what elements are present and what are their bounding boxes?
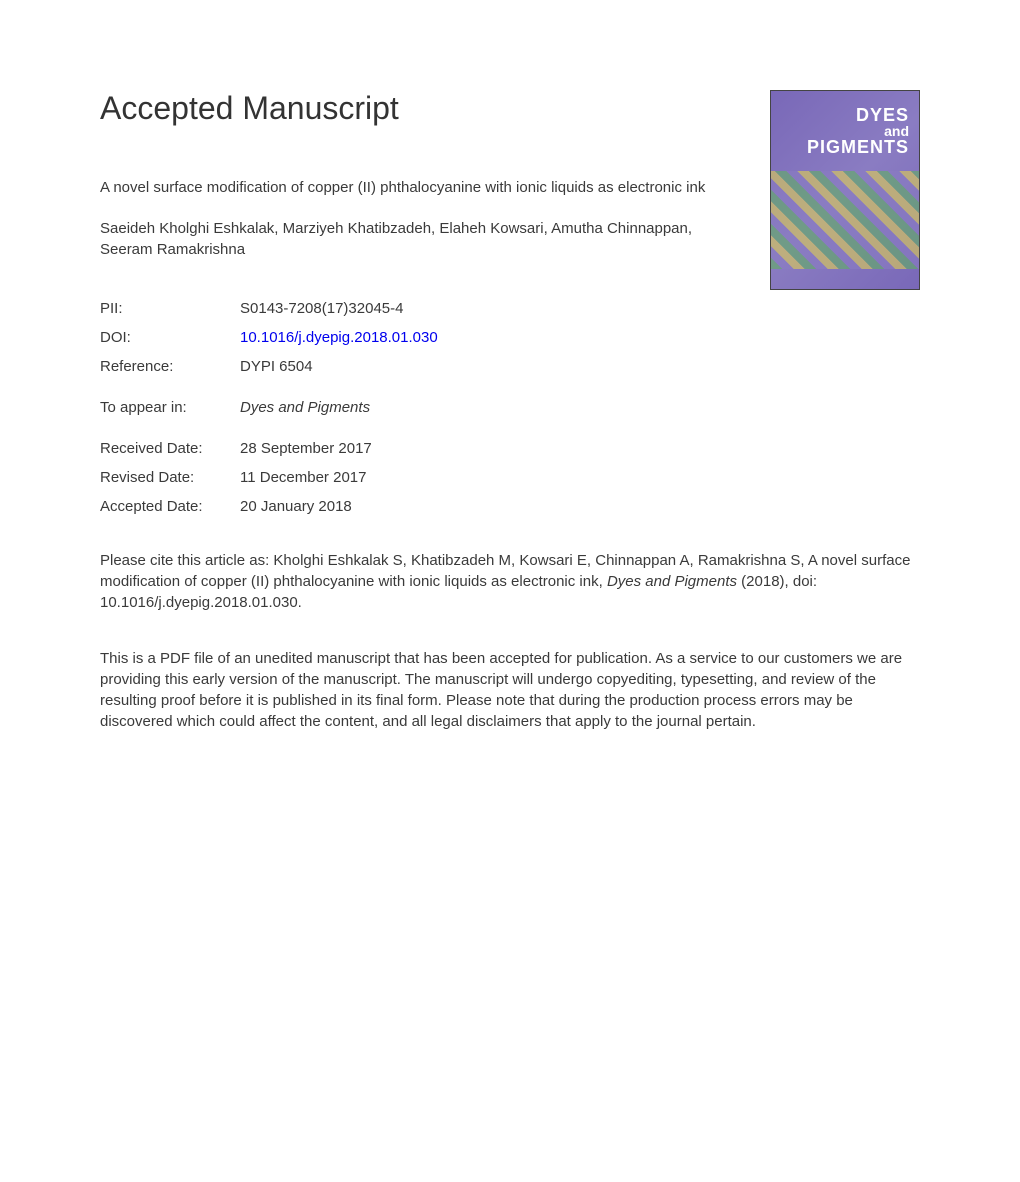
- appear-label: To appear in:: [100, 399, 240, 416]
- meta-row-received: Received Date: 28 September 2017: [100, 440, 920, 457]
- journal-cover-thumbnail: DYES and PIGMENTS: [770, 90, 920, 290]
- received-label: Received Date:: [100, 440, 240, 457]
- cover-line3: PIGMENTS: [807, 138, 909, 156]
- meta-row-appear: To appear in: Dyes and Pigments: [100, 399, 920, 416]
- cover-line1: DYES: [807, 106, 909, 124]
- article-title: A novel surface modification of copper (…: [100, 177, 720, 198]
- meta-row-accepted: Accepted Date: 20 January 2018: [100, 498, 920, 515]
- cover-pattern: [771, 171, 919, 269]
- pii-label: PII:: [100, 300, 240, 317]
- cover-line2: and: [807, 124, 909, 138]
- disclaimer-text: This is a PDF file of an unedited manusc…: [100, 648, 920, 732]
- revised-label: Revised Date:: [100, 469, 240, 486]
- accepted-label: Accepted Date:: [100, 498, 240, 515]
- meta-row-revised: Revised Date: 11 December 2017: [100, 469, 920, 486]
- meta-row-reference: Reference: DYPI 6504: [100, 358, 920, 375]
- metadata-table: PII: S0143-7208(17)32045-4 DOI: 10.1016/…: [100, 300, 920, 515]
- reference-value: DYPI 6504: [240, 358, 313, 375]
- cover-text: DYES and PIGMENTS: [807, 106, 909, 156]
- accepted-value: 20 January 2018: [240, 498, 352, 515]
- doi-link[interactable]: 10.1016/j.dyepig.2018.01.030: [240, 329, 438, 346]
- authors-list: Saeideh Kholghi Eshkalak, Marziyeh Khati…: [100, 218, 720, 260]
- revised-value: 11 December 2017: [240, 469, 366, 486]
- citation-text: Please cite this article as: Kholghi Esh…: [100, 550, 920, 613]
- meta-row-doi: DOI: 10.1016/j.dyepig.2018.01.030: [100, 329, 920, 346]
- appear-value: Dyes and Pigments: [240, 399, 370, 416]
- doi-label: DOI:: [100, 329, 240, 346]
- citation-journal: Dyes and Pigments: [607, 573, 737, 590]
- meta-row-pii: PII: S0143-7208(17)32045-4: [100, 300, 920, 317]
- reference-label: Reference:: [100, 358, 240, 375]
- pii-value: S0143-7208(17)32045-4: [240, 300, 403, 317]
- received-value: 28 September 2017: [240, 440, 372, 457]
